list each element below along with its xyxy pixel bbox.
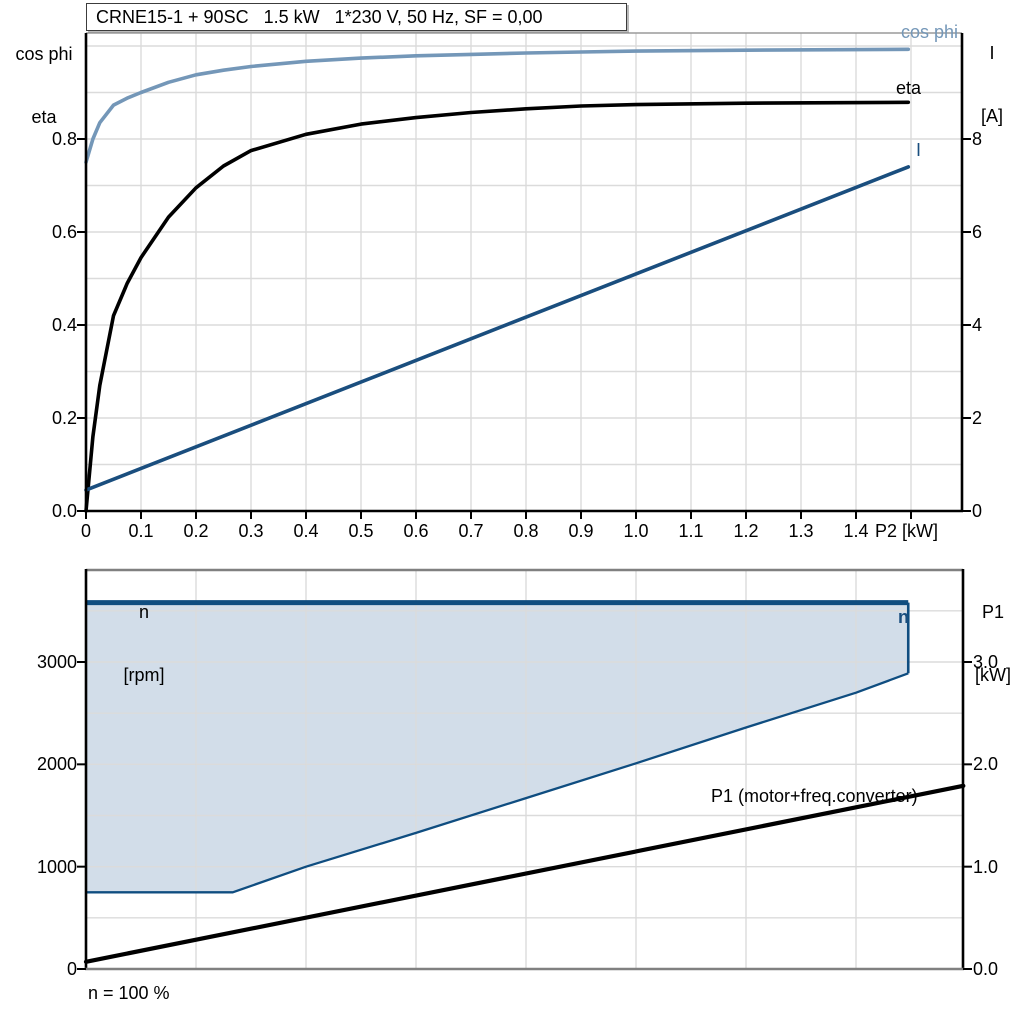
x-tick-label: 0.7 <box>458 521 483 541</box>
eta-curve <box>86 102 908 511</box>
speed-region-label: n <box>898 607 909 628</box>
x-tick-label: 1.4 <box>843 521 868 541</box>
n-tick-label: 0 <box>0 959 77 979</box>
top-chart-axes <box>77 33 971 519</box>
x-tick-label: 0.1 <box>128 521 153 541</box>
charts-canvas <box>0 0 1024 1024</box>
p1-curve-label: P1 (motor+freq.converter) <box>711 786 918 807</box>
chart-title: CRNE15-1 + 90SC 1.5 kW 1*230 V, 50 Hz, S… <box>86 3 627 31</box>
speed-annotation: n = 100 % <box>88 983 170 1004</box>
axis-label-speed: n <box>102 602 186 623</box>
x-tick-label: 1.2 <box>733 521 758 541</box>
p1-tick-label: 3.0 <box>973 652 998 672</box>
x-tick-label: 0.3 <box>238 521 263 541</box>
axis-label-current: I <box>966 43 1018 64</box>
n-tick-label: 1000 <box>0 857 77 877</box>
pump-motor-performance-charts: cos phi eta CRNE15-1 + 90SC 1.5 kW 1*230… <box>0 0 1024 1024</box>
x-axis-label: P2 [kW] <box>875 521 938 542</box>
n-tick-label: 3000 <box>0 652 77 672</box>
axis-label-cos-phi: cos phi <box>4 44 84 65</box>
x-tick-label: 1.0 <box>623 521 648 541</box>
cos-phi-curve <box>86 49 908 162</box>
y-left-tick-label: 0.4 <box>0 315 77 335</box>
top-chart-series <box>86 49 908 511</box>
x-tick-label: 0.9 <box>568 521 593 541</box>
p1-tick-label: 2.0 <box>973 754 998 774</box>
axis-label-p1: P1 <box>964 602 1022 623</box>
current-curve-label: I <box>916 140 921 161</box>
bottom-right-axis-label: P1 [kW] <box>964 560 1022 728</box>
x-tick-label: 0.2 <box>183 521 208 541</box>
x-tick-label: 0.4 <box>293 521 318 541</box>
y-left-tick-label: 0.8 <box>0 129 77 149</box>
p1-tick-label: 0.0 <box>973 959 998 979</box>
n-tick-label: 2000 <box>0 754 77 774</box>
x-tick-label: 1.3 <box>788 521 813 541</box>
speed-envelope-fill <box>86 603 908 893</box>
axis-label-rpm-unit: [rpm] <box>102 665 186 686</box>
y-left-tick-label: 0.6 <box>0 222 77 242</box>
speed-envelope-area <box>86 603 908 893</box>
bottom-left-axis-label: n [rpm] <box>102 560 186 728</box>
p1-tick-label: 1.0 <box>973 857 998 877</box>
x-tick-label: 0.6 <box>403 521 428 541</box>
y-right-tick-label: 8 <box>972 129 982 149</box>
y-right-tick-label: 6 <box>972 222 982 242</box>
eta-curve-label: eta <box>896 78 921 99</box>
x-tick-label: 1.1 <box>678 521 703 541</box>
x-tick-label: 0.5 <box>348 521 373 541</box>
y-right-tick-label: 0 <box>972 501 982 521</box>
axis-label-ampere-unit: [A] <box>966 106 1018 127</box>
cos-phi-curve-label: cos phi <box>842 22 958 43</box>
y-left-tick-label: 0.0 <box>0 501 77 521</box>
axis-label-eta: eta <box>4 107 84 128</box>
y-right-tick-label: 4 <box>972 315 982 335</box>
x-tick-label: 0.8 <box>513 521 538 541</box>
y-left-tick-label: 0.2 <box>0 408 77 428</box>
y-right-tick-label: 2 <box>972 408 982 428</box>
current-curve <box>86 167 908 490</box>
x-tick-label: 0 <box>81 521 91 541</box>
